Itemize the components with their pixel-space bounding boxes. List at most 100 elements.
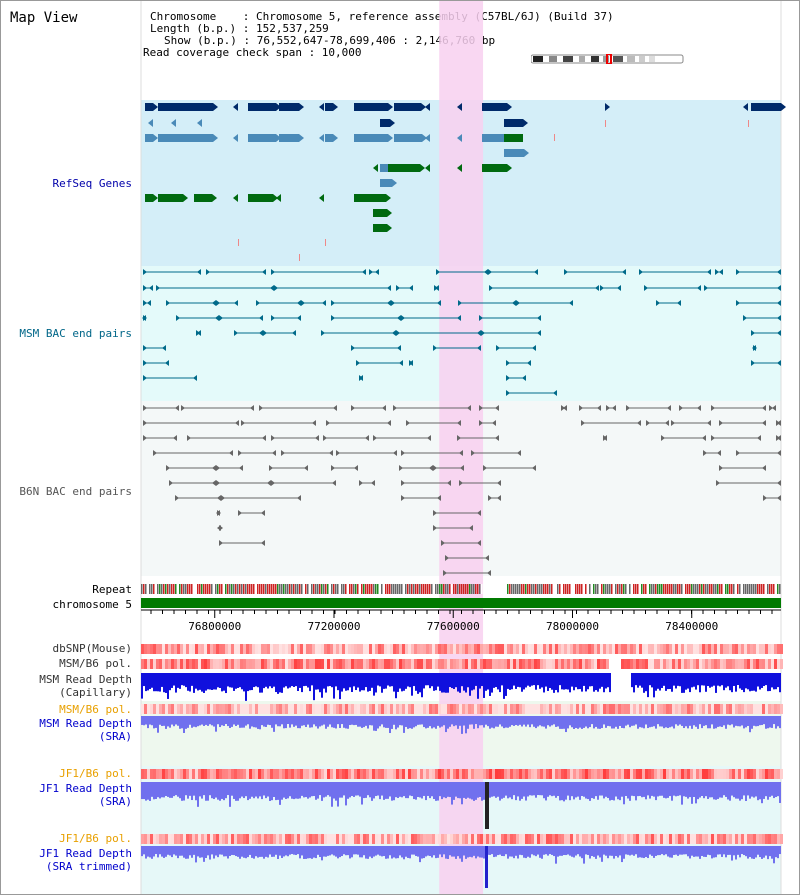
jf1-trim-pol-heat	[543, 834, 546, 844]
jf1-trim-depth-bar	[523, 846, 525, 858]
jf1-trim-pol-heat	[141, 834, 144, 844]
msm-sra-pol-heat	[597, 704, 600, 714]
msm-sra-depth-bar	[663, 716, 665, 729]
repeat-mark	[375, 584, 377, 594]
jf1-trim-pol-heat	[294, 834, 297, 844]
bac-end-right	[485, 555, 489, 561]
msm-capillary-depth-bar	[447, 673, 449, 693]
jf1-trim-pol-heat	[468, 834, 471, 844]
msm-pol-heat	[663, 659, 666, 669]
msm-sra-depth-bar	[717, 716, 719, 727]
jf1-trim-pol-heat	[399, 834, 402, 844]
repeat-mark	[733, 584, 735, 594]
msm-sra-pol-heat	[288, 704, 291, 714]
jf1-sra-depth-bar	[175, 782, 177, 796]
refseq-gene	[373, 209, 387, 217]
jf1-trim-depth-bar	[727, 846, 729, 855]
jf1-trim-depth-bar	[457, 846, 459, 857]
dbsnp-heat	[633, 644, 636, 654]
jf1-trim-pol-heat	[525, 834, 528, 844]
msm-pol-heat	[633, 659, 636, 669]
jf1-trim-depth-bar	[249, 846, 251, 855]
jf1-sra-depth-bar	[371, 782, 373, 801]
msm-capillary-depth-bar	[731, 673, 733, 693]
jf1-sra-depth-bar	[159, 782, 161, 799]
msm-capillary-depth-bar	[741, 673, 743, 690]
msm-capillary-depth-bar	[701, 673, 703, 686]
msm-sra-depth-bar	[171, 716, 173, 725]
msm-capillary-depth-bar	[453, 673, 455, 690]
msm-pol-heat	[468, 659, 471, 669]
msm-capillary-depth-bar	[373, 673, 375, 696]
msm-sra-depth-bar	[401, 716, 403, 726]
msm-sra-depth-bar	[769, 716, 771, 728]
repeat-mark	[651, 584, 653, 594]
msm-pol-heat	[354, 659, 357, 669]
msm-sra-depth-bar	[451, 716, 453, 725]
jf1-sra-depth-bar	[581, 782, 583, 796]
msm-sra-pol-heat	[363, 704, 366, 714]
jf1-pol-heat	[684, 769, 687, 779]
jf1-trim-pol-heat	[642, 834, 645, 844]
jf1-trim-depth-bar	[589, 846, 591, 859]
msm-sra-pol-heat	[690, 704, 693, 714]
jf1-sra-depth-bar	[643, 782, 645, 797]
gene-strand-arrow	[213, 103, 218, 111]
msm-capillary-depth-bar	[657, 673, 659, 689]
msm-pol-heat	[210, 659, 213, 669]
jf1-trim-pol-heat	[363, 834, 366, 844]
bac-end-right	[637, 420, 641, 426]
repeat-mark	[265, 584, 267, 594]
msm-sra-depth-bar	[509, 716, 511, 727]
jf1-trim-depth-bar	[237, 846, 239, 857]
dbsnp-heat	[576, 644, 579, 654]
msm-sra-depth-bar	[441, 716, 443, 727]
msm-sra-depth-bar	[461, 716, 463, 734]
msm-sra-depth-bar	[609, 716, 611, 727]
jf1-sra-depth-bar	[409, 782, 411, 796]
dbsnp-heat	[600, 644, 603, 654]
msm-sra-pol-heat	[498, 704, 501, 714]
msm-capillary-depth-bar	[709, 673, 711, 688]
jf1-sra-depth-bar	[777, 782, 779, 797]
jf1-trim-pol-heat	[420, 834, 423, 844]
chromosome-ideogram[interactable]	[531, 54, 685, 64]
msm-sra-depth-bar	[409, 716, 411, 729]
msm-capillary-depth-bar	[375, 673, 377, 693]
dbsnp-heat	[435, 644, 438, 654]
refseq-gene	[279, 134, 299, 142]
jf1-pol-heat	[255, 769, 258, 779]
msm-pol-heat	[417, 659, 420, 669]
msm-capillary-depth-bar	[523, 673, 525, 690]
repeat-mark	[439, 584, 441, 594]
repeat-mark	[187, 584, 189, 594]
msm-sra-depth-bar	[325, 716, 327, 729]
msm-sra-pol-heat	[435, 704, 438, 714]
jf1-sra-depth-bar	[351, 782, 353, 796]
dbsnp-heat	[192, 644, 195, 654]
bac-end-left	[471, 450, 475, 456]
dbsnp-heat	[753, 644, 756, 654]
repeat-mark	[425, 584, 427, 594]
jf1-trim-pol-heat	[276, 834, 279, 844]
bac-end-left	[169, 480, 173, 486]
gene-strand-arrow	[276, 134, 281, 142]
msm-sra-depth-bar	[383, 716, 385, 728]
bac-end-left	[143, 300, 147, 306]
msm-sra-depth-bar	[157, 716, 159, 733]
msm-sra-depth-bar	[675, 716, 677, 725]
bac-end-left	[600, 285, 604, 291]
msm-capillary-depth-bar	[295, 673, 297, 687]
jf1-trim-pol-heat	[627, 834, 630, 844]
repeat-mark	[525, 584, 527, 594]
bac-end-right	[469, 525, 473, 531]
msm-capillary-depth-bar	[517, 673, 519, 687]
jf1-sra-depth-bar	[633, 782, 635, 797]
jf1-sra-depth-bar	[691, 782, 693, 804]
jf1-trim-pol-heat	[375, 834, 378, 844]
bac-end-left	[736, 269, 740, 275]
jf1-trim-pol-heat	[216, 834, 219, 844]
repeat-mark	[421, 584, 423, 594]
repeat-mark	[217, 584, 219, 594]
